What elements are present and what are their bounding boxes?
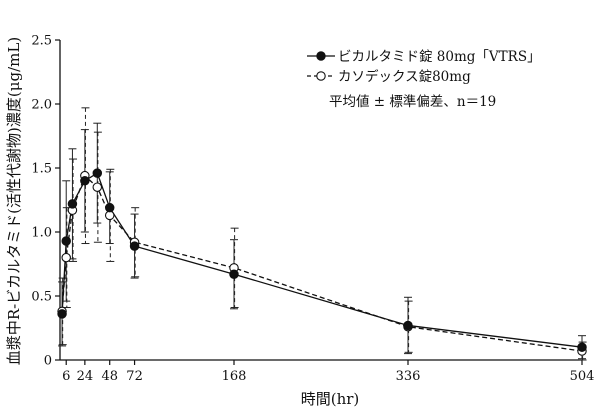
y-tick-label: 1.0 (31, 226, 52, 241)
series-line-1 (61, 172, 583, 348)
legend-label-series-1: ビカルタミド錠 80mg「VTRS」 (338, 49, 541, 65)
x-tick-label: 24 (77, 369, 94, 384)
data-point-series-1 (229, 269, 239, 279)
x-tick-label: 504 (570, 369, 595, 384)
data-point-series-2 (92, 182, 103, 192)
y-tick-label: 2.0 (31, 98, 52, 113)
legend-note: 平均値 ± 標準偏差、n＝19 (329, 94, 496, 110)
x-axis-title: 時間(hr) (301, 390, 360, 408)
data-point-series-2 (61, 252, 71, 263)
data-point-series-1 (92, 168, 103, 178)
y-tick-label: 0 (44, 354, 52, 369)
y-axis-title: 血漿中R-ビカルタミド(活性代謝物)濃度(μg/mL) (5, 37, 23, 365)
data-point-series-1 (129, 241, 140, 251)
data-point-series-1 (67, 199, 78, 209)
error-bars (58, 107, 587, 361)
data-point-series-1 (80, 176, 90, 186)
legend-label-series-2: カソデックス錠80mg (338, 68, 471, 85)
legend: ビカルタミド錠 80mg「VTRS」 カソデックス錠80mg 平均値 ± 標準偏… (307, 49, 541, 110)
legend-marker-series-1 (316, 51, 326, 61)
data-point-series-1 (57, 309, 67, 319)
x-tick-label: 336 (396, 369, 421, 384)
series-line-2 (61, 174, 583, 352)
y-tick-label: 2.5 (31, 34, 52, 49)
data-point-series-1 (61, 236, 71, 246)
series-markers (57, 168, 587, 356)
y-tick-label: 1.5 (31, 162, 52, 177)
data-point-series-1 (104, 202, 115, 213)
y-tick-label: 0.5 (31, 290, 52, 305)
x-tick-label: 168 (222, 369, 247, 384)
data-point-series-1 (577, 342, 587, 352)
data-point-series-1 (403, 320, 413, 331)
series-lines (61, 172, 583, 352)
axes: 0 0.5 1.0 1.5 2.0 2.5 6 24 48 72 168 336 504 (31, 34, 594, 385)
legend-marker-series-2 (316, 71, 326, 81)
x-tick-label: 72 (126, 369, 143, 384)
x-tick-label: 48 (101, 369, 118, 384)
x-tick-label: 6 (62, 369, 70, 384)
